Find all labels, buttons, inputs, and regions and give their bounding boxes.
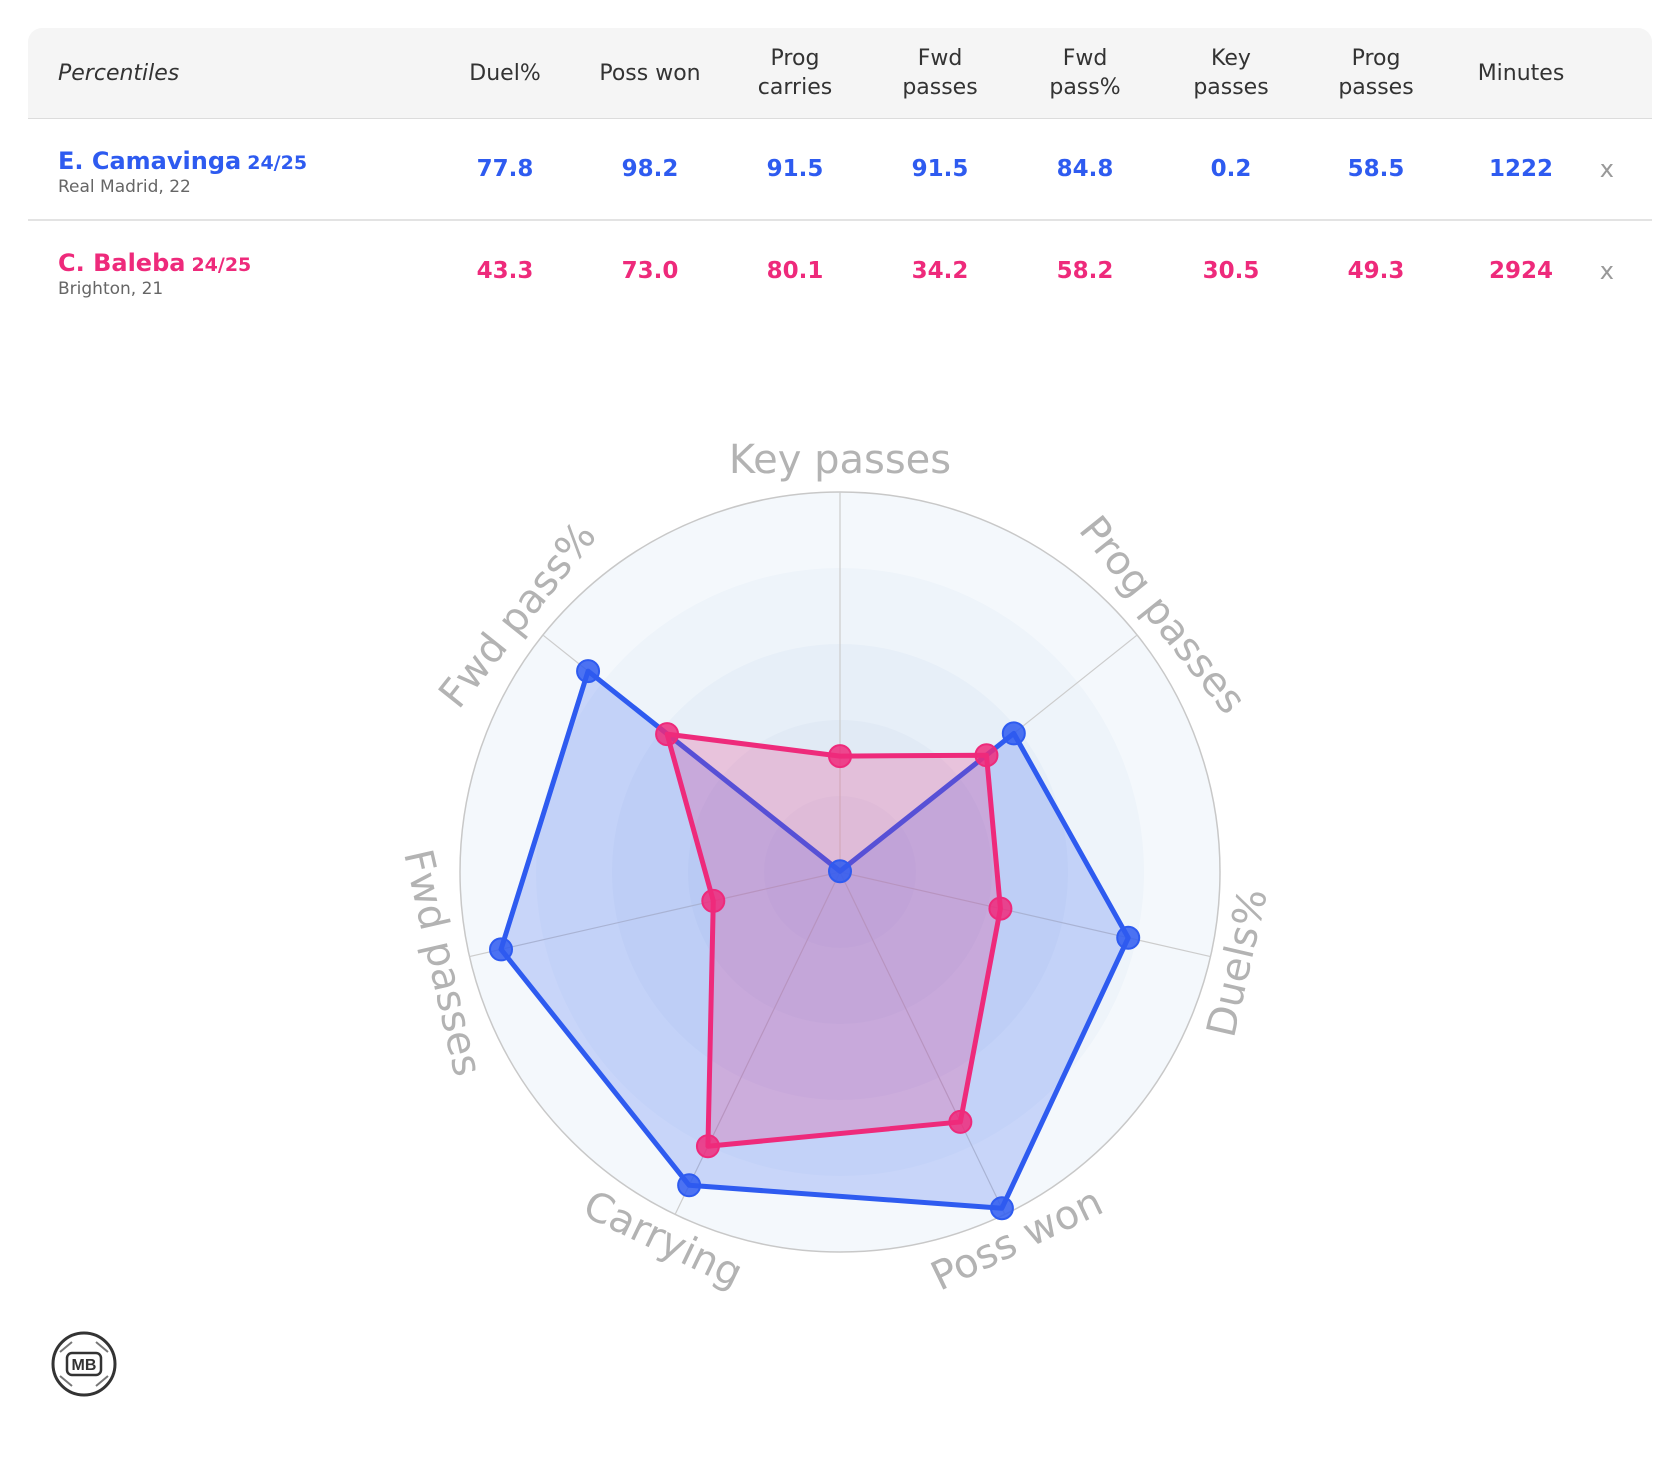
player-season: 24/25 (247, 152, 308, 174)
column-header-line: Prog (1351, 46, 1401, 71)
mb-logo: MB (51, 1331, 117, 1397)
column-header: Fwd pass% (1020, 28, 1150, 118)
stat-value: 91.5 (766, 156, 824, 182)
player-row-2: C. Baleba 24/25 Brighton, 21 x 43.3 73.0 80… (28, 221, 1652, 321)
radar-point (828, 744, 852, 769)
radar-spoke (674, 871, 841, 1215)
radar-series-area (664, 731, 1003, 1149)
column-header: Key passes (1166, 28, 1296, 118)
stat-value: 30.5 (1202, 258, 1260, 284)
radar-point (576, 659, 601, 684)
radar-point (1116, 925, 1141, 950)
radar-point (701, 888, 726, 913)
radar-point (695, 1134, 720, 1159)
player-name-text: C. Baleba (58, 249, 186, 277)
radar-point (677, 1173, 702, 1198)
player-name: E. Camavinga 24/25 (58, 147, 307, 175)
table-header: Percentiles Duel% Poss won Prog carries Fwd p… (28, 28, 1652, 119)
percentiles-label: Percentiles (58, 60, 180, 86)
radar-spoke (839, 871, 1211, 958)
column-header: Duel% (440, 28, 570, 118)
stat-value: 58.2 (1056, 258, 1114, 284)
stat-value: 34.2 (911, 258, 969, 284)
column-header-line: passes (1338, 75, 1414, 100)
stat-value: 73.0 (621, 258, 679, 284)
stat-value: 77.8 (476, 156, 534, 182)
column-header-line: Fwd (1062, 46, 1108, 71)
player-row-1: E. Camavinga 24/25 Real Madrid, 22 x 77.8… (28, 119, 1652, 221)
column-header: Poss won (585, 28, 715, 118)
stat-value: 43.3 (476, 258, 534, 284)
player-season: 24/25 (191, 254, 252, 276)
stat-value: 84.8 (1056, 156, 1114, 182)
player-name-text: E. Camavinga (58, 147, 242, 175)
stat-value: 58.5 (1347, 156, 1405, 182)
player-name: C. Baleba 24/25 (58, 249, 251, 277)
stat-value: 2924 (1488, 258, 1553, 284)
radar-point (828, 859, 852, 884)
column-header: Minutes (1456, 28, 1586, 118)
radar-point (988, 896, 1013, 921)
column-header-line: passes (1193, 75, 1269, 100)
radar-point (989, 1196, 1014, 1221)
radar-point (974, 743, 999, 768)
column-header: Fwd passes (875, 28, 1005, 118)
radar-spoke (469, 871, 841, 958)
radar-point (655, 722, 680, 747)
stat-value: 0.2 (1210, 156, 1252, 182)
stat-value: 80.1 (766, 258, 824, 284)
column-header-line: carries (757, 75, 833, 100)
radar-point (489, 937, 514, 962)
radar-axis-label: Key passes (729, 437, 951, 483)
column-header-line: Duel% (469, 60, 541, 86)
player-team-age: Real Madrid, 22 (58, 177, 191, 197)
radar-point (1001, 721, 1026, 746)
radar-point (948, 1109, 973, 1134)
column-header-line: Poss won (599, 60, 701, 86)
column-header-line: pass% (1049, 75, 1121, 100)
stat-value: 49.3 (1347, 258, 1405, 284)
player-team-age: Brighton, 21 (58, 279, 164, 299)
logo-text: MB (72, 1357, 97, 1374)
column-header: Prog passes (1311, 28, 1441, 118)
percentiles-table: Percentiles Duel% Poss won Prog carries Fwd p… (28, 28, 1652, 321)
column-header-line: passes (902, 75, 978, 100)
stat-value: 1222 (1488, 156, 1553, 182)
remove-player-button[interactable]: x (1599, 257, 1614, 285)
stat-value: 91.5 (911, 156, 969, 182)
stat-value: 98.2 (621, 156, 679, 182)
column-header-line: Prog (770, 46, 820, 71)
column-header-line: Fwd (917, 46, 963, 71)
remove-player-button[interactable]: x (1599, 155, 1614, 183)
column-header-line: Key (1211, 46, 1251, 71)
column-header-line: Minutes (1477, 60, 1565, 86)
column-header: Prog carries (730, 28, 860, 118)
radar-spoke (839, 871, 1006, 1215)
